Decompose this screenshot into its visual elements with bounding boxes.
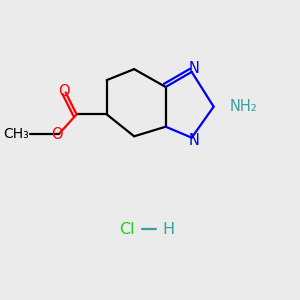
Text: CH₃: CH₃: [3, 127, 29, 141]
Text: NH₂: NH₂: [230, 99, 258, 114]
Text: O: O: [58, 84, 70, 99]
Text: H: H: [162, 222, 175, 237]
Text: O: O: [51, 127, 62, 142]
Text: N: N: [188, 134, 199, 148]
Text: N: N: [188, 61, 199, 76]
Text: Cl: Cl: [119, 222, 135, 237]
